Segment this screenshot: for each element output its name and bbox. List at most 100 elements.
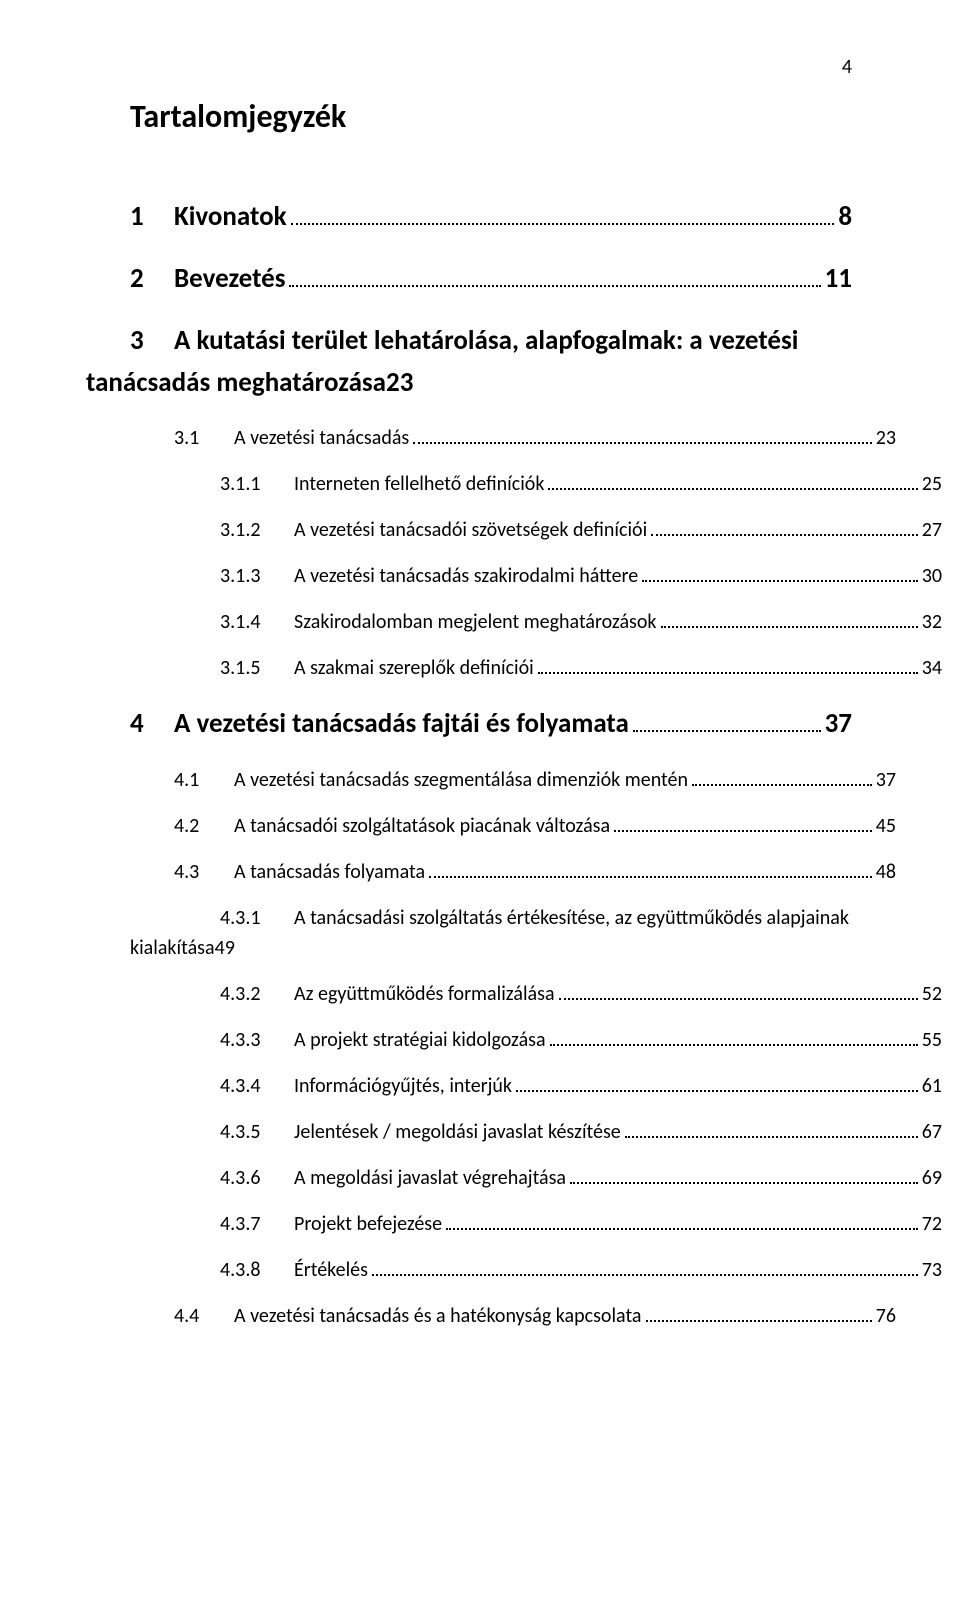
toc-leader	[614, 814, 872, 832]
toc-entry-title: Jelentések / megoldási javaslat készítés…	[294, 1117, 621, 1147]
toc-entry-number: 4.3.5	[220, 1117, 294, 1147]
toc-entry: 4.3.1A tanácsadási szolgáltatás értékesí…	[220, 903, 852, 963]
toc-entry-page: 23	[386, 362, 413, 404]
toc-leader	[538, 656, 918, 674]
toc-entry-number: 4.3.2	[220, 979, 294, 1009]
toc-entry-title: A megoldási javaslat végrehajtása	[294, 1163, 566, 1193]
toc-entry: 4A vezetési tanácsadás fajtái és folyama…	[130, 703, 852, 745]
toc-entry-number: 4.3.4	[220, 1071, 294, 1101]
toc-entry: 3.1.3A vezetési tanácsadás szakirodalmi …	[220, 561, 942, 591]
toc-entry-number: 1	[130, 196, 174, 238]
toc-entry: 4.3.4Információgyűjtés, interjúk 61	[220, 1071, 942, 1101]
toc-entry-number: 4.1	[174, 765, 234, 795]
toc-entry-page: 25	[922, 469, 942, 499]
toc-leader	[633, 709, 821, 733]
toc-entry-page: 23	[876, 423, 896, 453]
toc-entry-number: 3.1.1	[220, 469, 294, 499]
toc-leader	[548, 472, 917, 490]
toc-entry: 3.1.1Interneten fellelhető definíciók 25	[220, 469, 942, 499]
toc-leader	[291, 201, 835, 225]
toc-entry-title-cont: kialakítása	[130, 933, 215, 963]
toc-entry-title: A tanácsadási szolgáltatás értékesítése,…	[294, 903, 849, 933]
toc-entry-title: A vezetési tanácsadás	[234, 423, 409, 453]
toc-entry-title: A vezetési tanácsadás szegmentálása dime…	[234, 765, 688, 795]
toc-entry: 4.3.6A megoldási javaslat végrehajtása 69	[220, 1163, 942, 1193]
toc-body: 1Kivonatok82Bevezetés113A kutatási terül…	[130, 196, 852, 1331]
toc-entry-title: Szakirodalomban megjelent meghatározások	[294, 607, 657, 637]
toc-entry-title: Információgyűjtés, interjúk	[294, 1071, 512, 1101]
toc-entry: 3.1.4Szakirodalomban megjelent meghatáro…	[220, 607, 942, 637]
toc-entry-number: 3	[130, 320, 174, 362]
toc-entry-title: A tanácsadás folyamata	[234, 857, 425, 887]
toc-entry-page: 61	[922, 1071, 942, 1101]
toc-leader	[372, 1258, 918, 1276]
toc-entry-title: Interneten fellelhető definíciók	[294, 469, 544, 499]
toc-leader	[646, 1304, 872, 1322]
toc-entry: 4.3.5Jelentések / megoldási javaslat kés…	[220, 1117, 942, 1147]
toc-entry: 4.3.2Az együttműködés formalizálása52	[220, 979, 942, 1009]
toc-entry-number: 3.1	[174, 423, 234, 453]
toc-entry: 4.4A vezetési tanácsadás és a hatékonysá…	[174, 1301, 896, 1331]
toc-entry-page: 11	[825, 258, 852, 300]
toc-entry-page: 69	[922, 1163, 942, 1193]
toc-leader	[413, 426, 871, 444]
toc-leader	[661, 610, 918, 628]
toc-entry: 4.3A tanácsadás folyamata 48	[174, 857, 896, 887]
toc-entry-page: 49	[215, 933, 235, 963]
toc-entry-page: 37	[825, 703, 852, 745]
page-number: 4	[842, 55, 852, 79]
toc-entry: 3.1.2A vezetési tanácsadói szövetségek d…	[220, 515, 942, 545]
toc-leader	[559, 982, 918, 1000]
toc-entry-number: 4.3.8	[220, 1255, 294, 1285]
toc-leader	[550, 1028, 918, 1046]
toc-entry-page: 30	[922, 561, 942, 591]
toc-entry-page: 48	[876, 857, 896, 887]
toc-leader	[516, 1074, 918, 1092]
toc-entry: 4.2A tanácsadói szolgáltatások piacának …	[174, 811, 896, 841]
toc-entry: 4.3.7Projekt befejezése 72	[220, 1209, 942, 1239]
toc-entry: 3.1.5A szakmai szereplők definíciói 34	[220, 653, 942, 683]
toc-entry-number: 4.3	[174, 857, 234, 887]
toc-entry-number: 4.2	[174, 811, 234, 841]
toc-entry: 3A kutatási terület lehatárolása, alapfo…	[130, 320, 852, 404]
toc-entry-number: 3.1.4	[220, 607, 294, 637]
page: { "page_number": "4", "toc_title": "Tart…	[0, 0, 960, 1604]
toc-entry-title: Bevezetés	[174, 258, 285, 300]
toc-entry-number: 4.3.6	[220, 1163, 294, 1193]
toc-entry-page: 27	[922, 515, 942, 545]
toc-entry-number: 3.1.3	[220, 561, 294, 591]
toc-entry-page: 34	[922, 653, 942, 683]
toc-entry-page: 55	[922, 1025, 942, 1055]
toc-entry-title: A tanácsadói szolgáltatások piacának vál…	[234, 811, 610, 841]
toc-entry-title: Projekt befejezése	[294, 1209, 442, 1239]
toc-entry: 4.1A vezetési tanácsadás szegmentálása d…	[174, 765, 896, 795]
toc-entry-title: A projekt stratégiai kidolgozása	[294, 1025, 546, 1055]
toc-leader	[625, 1120, 918, 1138]
toc-entry-title: A kutatási terület lehatárolása, alapfog…	[174, 320, 798, 362]
toc-entry-title: A vezetési tanácsadás és a hatékonyság k…	[234, 1301, 642, 1331]
toc-entry-number: 3.1.2	[220, 515, 294, 545]
toc-entry-number: 4	[130, 703, 174, 745]
toc-entry-title: Kivonatok	[174, 196, 287, 238]
toc-leader	[692, 768, 872, 786]
toc-leader	[289, 263, 820, 287]
toc-entry-number: 4.3.1	[220, 903, 294, 933]
toc-entry-number: 3.1.5	[220, 653, 294, 683]
toc-entry: 3.1A vezetési tanácsadás 23	[174, 423, 896, 453]
toc-entry-title: Értékelés	[294, 1255, 368, 1285]
toc-entry: 4.3.8Értékelés 73	[220, 1255, 942, 1285]
toc-entry-page: 37	[876, 765, 896, 795]
toc-leader	[570, 1166, 918, 1184]
toc-leader	[429, 860, 872, 878]
toc-entry-title: A vezetési tanácsadás szakirodalmi hátte…	[294, 561, 638, 591]
toc-entry-page: 73	[922, 1255, 942, 1285]
toc-entry-page: 8	[838, 196, 852, 238]
toc-entry-number: 4.4	[174, 1301, 234, 1331]
toc-entry-page: 67	[922, 1117, 942, 1147]
toc-leader	[651, 518, 918, 536]
toc-entry-page: 32	[922, 607, 942, 637]
toc-entry: 2Bevezetés11	[130, 258, 852, 300]
toc-entry-title: A szakmai szereplők definíciói	[294, 653, 534, 683]
toc-entry-page: 72	[922, 1209, 942, 1239]
toc-entry-number: 4.3.7	[220, 1209, 294, 1239]
